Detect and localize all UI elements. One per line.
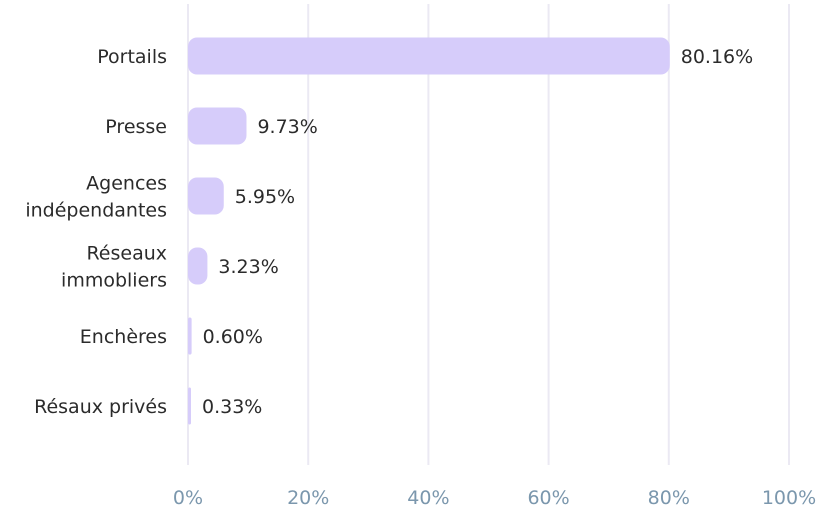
x-tick-label: 0% (173, 487, 203, 509)
x-tick-label: 80% (648, 487, 690, 509)
bar (188, 247, 208, 285)
data-label: 3.23% (218, 256, 278, 278)
data-label: 5.95% (235, 186, 295, 208)
category-label: Réseaux (86, 243, 167, 265)
bar (188, 107, 247, 145)
x-tick-label: 60% (527, 487, 569, 509)
category-label: Agences (86, 173, 167, 195)
category-label: indépendantes (25, 200, 167, 222)
x-tick-label: 20% (287, 487, 329, 509)
category-label: Résaux privés (34, 396, 167, 418)
bars (188, 37, 670, 425)
x-axis-ticks: 0% 20% 40% 60% 80% 100% (173, 487, 816, 509)
category-label: Presse (105, 116, 167, 138)
value-labels: 80.16% 9.73% 5.95% 3.23% 0.60% 0.33% (202, 46, 753, 418)
x-tick-label: 40% (407, 487, 449, 509)
bar (188, 317, 192, 355)
x-tick-label: 100% (762, 487, 816, 509)
category-label: Portails (97, 46, 167, 68)
grid-lines (187, 4, 790, 465)
bar (188, 387, 191, 425)
category-labels: Portails Presse Agences indépendantes Réseau… (25, 46, 167, 418)
data-label: 9.73% (257, 116, 317, 138)
data-label: 0.33% (202, 396, 262, 418)
data-label: 0.60% (203, 326, 263, 348)
category-label: Enchères (80, 326, 167, 348)
bar (188, 37, 670, 75)
bar (188, 177, 224, 215)
category-label: immobliers (61, 270, 167, 292)
data-label: 80.16% (681, 46, 753, 68)
